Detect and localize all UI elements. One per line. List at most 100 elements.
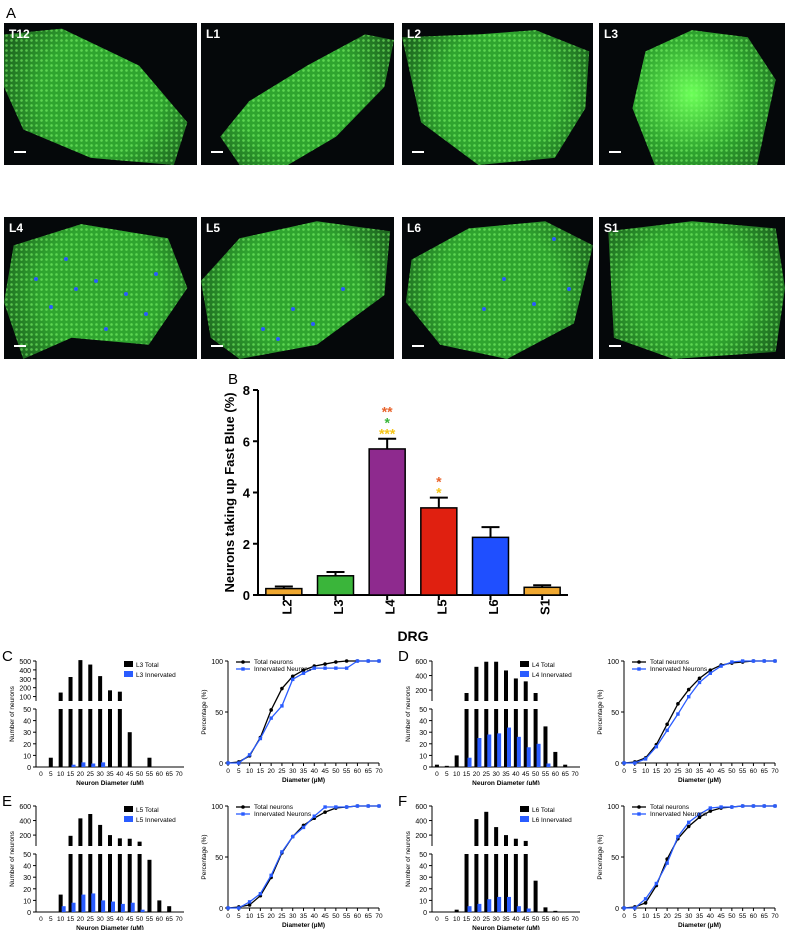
x-tick-label: 45 bbox=[126, 916, 134, 923]
x-axis-label: Diameter (µM) bbox=[678, 777, 721, 784]
x-tick-label: 15 bbox=[257, 768, 265, 775]
bar-l2 bbox=[265, 587, 303, 596]
total-bar bbox=[454, 909, 459, 912]
micrograph-label: L2 bbox=[407, 27, 422, 41]
data-point bbox=[697, 815, 702, 820]
data-point bbox=[697, 812, 702, 816]
innervated-bar bbox=[467, 757, 472, 767]
y-tick-label: 0 bbox=[423, 765, 427, 772]
scale-bar bbox=[14, 151, 26, 153]
micrograph-l3: L3 bbox=[599, 23, 785, 165]
micrograph-l1: L1 bbox=[201, 23, 394, 165]
legend-label-innervated: Innervated Neurons bbox=[650, 666, 708, 673]
x-tick-label: 70 bbox=[771, 913, 779, 920]
data-point bbox=[719, 805, 723, 809]
x-tick-label: 35 bbox=[502, 771, 510, 778]
series-line bbox=[624, 660, 775, 764]
innervated-bar bbox=[61, 906, 66, 912]
legend-label-total: Total neurons bbox=[650, 659, 690, 666]
data-point bbox=[665, 722, 669, 727]
data-point bbox=[366, 804, 370, 808]
x-tick-label: 10 bbox=[642, 913, 650, 920]
x-tick-label: 35 bbox=[300, 913, 308, 920]
total-bar bbox=[98, 854, 103, 912]
data-point bbox=[247, 900, 252, 904]
y-tick-label: 30 bbox=[23, 730, 31, 737]
series-line bbox=[228, 805, 379, 909]
data-point bbox=[773, 659, 777, 663]
x-tick-label: 60 bbox=[750, 768, 758, 775]
data-point bbox=[773, 804, 777, 808]
x-tick-label: 70 bbox=[175, 916, 183, 923]
x-tick-label: 30 bbox=[493, 771, 501, 778]
micrograph-label: L6 bbox=[407, 221, 422, 235]
y-tick-label: 40 bbox=[419, 864, 427, 871]
x-tick-label: 50 bbox=[532, 771, 540, 778]
total-bar bbox=[88, 709, 93, 767]
innervated-bar bbox=[101, 900, 106, 912]
x-tick-label: 50 bbox=[136, 916, 144, 923]
data-point bbox=[730, 805, 734, 809]
tissue-section-image bbox=[4, 28, 188, 165]
total-bar bbox=[523, 709, 528, 767]
innervated-bar bbox=[516, 906, 521, 912]
total-bar bbox=[167, 906, 172, 912]
total-bar-upper bbox=[464, 693, 469, 701]
data-point bbox=[334, 666, 338, 670]
legend-swatch-total bbox=[520, 661, 529, 667]
total-bar bbox=[553, 910, 558, 912]
data-point bbox=[719, 664, 723, 668]
x-tick-label: 40 bbox=[512, 771, 520, 778]
x-tick-label: 10 bbox=[57, 771, 65, 778]
x-tick-label: 20 bbox=[268, 768, 276, 775]
data-point bbox=[344, 805, 349, 809]
innervated-bar bbox=[546, 763, 551, 767]
total-bar-upper bbox=[137, 841, 142, 846]
x-tick-label: 55 bbox=[542, 771, 550, 778]
data-point bbox=[301, 668, 306, 672]
x-tick-label: 15 bbox=[653, 768, 661, 775]
legend-label-innervated: Innervated Neurons bbox=[650, 811, 708, 818]
legend-marker-total bbox=[241, 805, 245, 809]
series-line bbox=[228, 660, 379, 764]
panel-letter-e: E bbox=[2, 793, 13, 810]
x-tick-label: 15 bbox=[257, 913, 265, 920]
x-tick-label: 55 bbox=[146, 916, 154, 923]
micrograph-s1: S1 bbox=[599, 217, 785, 359]
x-tick-label: 35 bbox=[106, 916, 114, 923]
x-tick-label: 70 bbox=[571, 916, 579, 923]
x-tick-label: 65 bbox=[562, 771, 570, 778]
total-bar-upper bbox=[108, 835, 112, 846]
innervated-bar bbox=[507, 727, 511, 767]
data-point bbox=[740, 804, 745, 808]
x-tick-label: 20 bbox=[77, 916, 85, 923]
total-bar bbox=[444, 765, 449, 767]
data-point bbox=[237, 761, 241, 765]
fast-blue-neuron bbox=[482, 307, 486, 311]
innervated-bar bbox=[536, 743, 541, 767]
x-tick-label: L6 bbox=[486, 599, 501, 614]
y-tick-label: 30 bbox=[23, 875, 31, 882]
x-tick-label: 55 bbox=[146, 771, 154, 778]
total-bar bbox=[504, 709, 508, 767]
data-point bbox=[676, 712, 680, 716]
total-bar-upper bbox=[494, 661, 499, 701]
y-tick-label: 0 bbox=[615, 761, 619, 768]
x-tick-label: 70 bbox=[175, 771, 183, 778]
x-tick-label: 55 bbox=[739, 768, 747, 775]
data-point bbox=[280, 850, 284, 854]
y-tick-label: 400 bbox=[19, 668, 31, 675]
data-point bbox=[697, 680, 702, 685]
x-tick-label: 60 bbox=[354, 768, 362, 775]
innervated-bar bbox=[91, 763, 96, 767]
x-tick-label: L3 bbox=[331, 599, 346, 614]
y-tick-label: 0 bbox=[423, 910, 427, 917]
series-line bbox=[623, 805, 775, 909]
total-bar bbox=[464, 709, 469, 767]
x-tick-label: 50 bbox=[332, 913, 340, 920]
tissue-section-image bbox=[405, 221, 593, 359]
data-point bbox=[344, 659, 349, 663]
innervated-bar bbox=[526, 908, 531, 912]
x-tick-label: 20 bbox=[473, 916, 481, 923]
